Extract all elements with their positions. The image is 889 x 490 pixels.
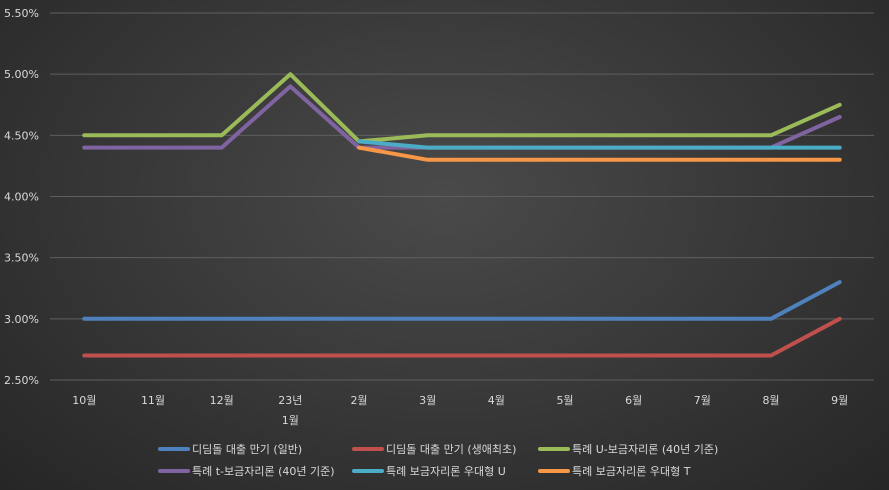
- legend-label: 특례 U-보금자리론 (40년 기준): [572, 443, 718, 456]
- series-lines: [82, 72, 842, 358]
- legend: 디딤돌 대출 만기 (일반) 디딤돌 대출 만기 (생애최초) 특례 U-보금자리론…: [158, 442, 718, 478]
- legend-label: 디딤돌 대출 만기 (생애최초): [386, 443, 516, 456]
- series-line-5: [357, 139, 842, 150]
- series-line-6: [357, 145, 842, 162]
- x-tick-label: 23년 1월: [278, 394, 302, 427]
- x-tick-label: 6월: [625, 394, 642, 407]
- x-tick-label: 3월: [419, 394, 436, 407]
- legend-label: 특례 보금자리론 우대형 U: [386, 465, 506, 478]
- y-tick-label: 2.50%: [4, 374, 39, 387]
- series-line-4: [82, 84, 842, 150]
- x-tick-label: 2월: [350, 394, 367, 407]
- x-tick-label: 4월: [488, 394, 505, 407]
- x-tick-label: 12월: [210, 394, 234, 407]
- legend-label: 특례 보금자리론 우대형 T: [572, 465, 691, 478]
- y-tick-label: 4.00%: [4, 191, 39, 204]
- series-line-1: [82, 280, 842, 321]
- gridlines: [50, 12, 874, 381]
- x-axis-ticks: 10월 11월 12월 23년 1월 2월 3월 4월 5월 6월 7월 8월 9월: [72, 394, 848, 427]
- y-tick-label: 5.50%: [4, 7, 39, 20]
- y-tick-label: 3.00%: [4, 313, 39, 326]
- x-tick-label: 10월: [72, 394, 96, 407]
- legend-label: 특례 t-보금자리론 (40년 기준): [192, 465, 335, 478]
- legend-label: 디딤돌 대출 만기 (일반): [192, 442, 302, 456]
- x-tick-label: 11월: [141, 394, 165, 407]
- x-tick-label: 8월: [762, 394, 779, 407]
- y-tick-label: 3.50%: [4, 252, 39, 265]
- x-tick-label: 5월: [556, 394, 573, 407]
- y-tick-label: 4.50%: [4, 129, 39, 142]
- x-tick-label: 7월: [694, 394, 711, 407]
- y-tick-label: 5.00%: [4, 68, 39, 81]
- x-tick-label: 9월: [831, 394, 848, 407]
- series-line-2: [82, 316, 842, 358]
- series-line-3: [82, 72, 842, 144]
- y-axis-ticks: 2.50% 3.00% 3.50% 4.00% 4.50% 5.00% 5.50%: [4, 7, 39, 387]
